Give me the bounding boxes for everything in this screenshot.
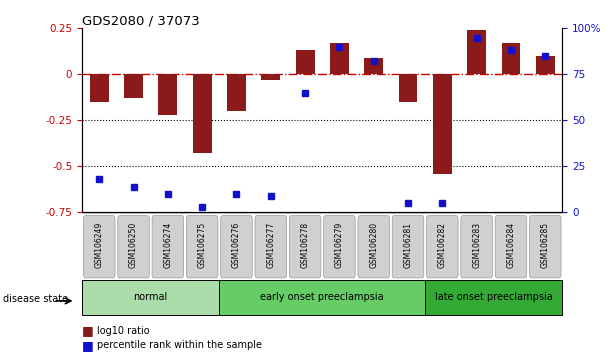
Text: GSM106275: GSM106275 [198,222,207,268]
Bar [90,74,109,102]
Text: percentile rank within the sample: percentile rank within the sample [97,340,262,350]
FancyBboxPatch shape [358,216,390,278]
Text: GDS2080 / 37073: GDS2080 / 37073 [82,14,200,27]
Text: GSM106276: GSM106276 [232,222,241,268]
Bar [330,43,349,74]
Bar [536,56,554,74]
Text: GSM106274: GSM106274 [164,222,172,268]
Text: GSM106285: GSM106285 [541,222,550,268]
Bar [399,74,418,102]
Bar [227,74,246,111]
Text: GSM106280: GSM106280 [369,222,378,268]
FancyBboxPatch shape [255,216,286,278]
Text: GSM106282: GSM106282 [438,222,447,268]
Text: GSM106250: GSM106250 [129,222,138,268]
FancyBboxPatch shape [221,216,252,278]
Bar [261,74,280,80]
FancyBboxPatch shape [83,216,115,278]
FancyBboxPatch shape [152,216,184,278]
Text: normal: normal [134,292,168,302]
Text: ■: ■ [82,339,94,352]
Bar [193,74,212,154]
Text: GSM106279: GSM106279 [335,222,344,268]
Bar [124,74,143,98]
Text: GSM106283: GSM106283 [472,222,481,268]
FancyBboxPatch shape [323,216,355,278]
Bar [295,50,314,74]
Text: disease state: disease state [3,294,68,304]
FancyBboxPatch shape [118,216,150,278]
FancyBboxPatch shape [530,216,561,278]
FancyBboxPatch shape [219,280,425,315]
Text: GSM106284: GSM106284 [506,222,516,268]
FancyBboxPatch shape [187,216,218,278]
FancyBboxPatch shape [427,216,458,278]
Bar [364,58,383,74]
FancyBboxPatch shape [82,280,219,315]
Bar [502,43,520,74]
Text: log10 ratio: log10 ratio [97,326,150,336]
Text: GSM106278: GSM106278 [300,222,309,268]
FancyBboxPatch shape [289,216,321,278]
Text: GSM106277: GSM106277 [266,222,275,268]
FancyBboxPatch shape [495,216,527,278]
Text: ■: ■ [82,325,94,337]
Text: GSM106249: GSM106249 [95,222,104,268]
Text: early onset preeclampsia: early onset preeclampsia [260,292,384,302]
Text: late onset preeclampsia: late onset preeclampsia [435,292,553,302]
Bar [467,30,486,74]
Bar [159,74,178,115]
FancyBboxPatch shape [461,216,492,278]
FancyBboxPatch shape [425,280,562,315]
FancyBboxPatch shape [392,216,424,278]
Bar [433,74,452,174]
Text: GSM106281: GSM106281 [404,222,412,268]
